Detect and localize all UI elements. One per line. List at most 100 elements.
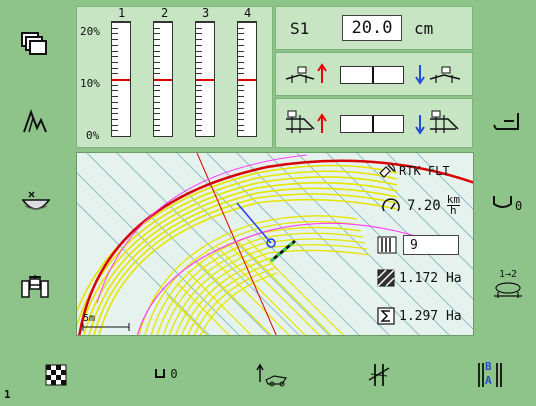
gauge-tick [196,125,202,126]
seat-backrest-icon [493,113,519,130]
gauge-tick [154,90,160,91]
field-map[interactable]: 5m RTK FLT 7.20 km h 9 [76,152,474,336]
gauge-tick [112,33,118,34]
boom-height-bar[interactable] [340,66,404,84]
tilt-lower-right-button[interactable] [414,109,464,139]
ridge-profile-button[interactable] [18,104,52,138]
gauge-tick [112,90,118,91]
section-setting-panel: S1 20.0 cm [275,6,473,50]
gauge-tick [196,102,202,103]
gauge-tick [196,68,202,69]
gauge-tick [112,51,118,52]
gauge-tick [196,130,202,131]
section-value-field[interactable]: 20.0 [342,15,402,41]
gauge-tick [112,136,130,137]
gauge-tick [112,85,118,86]
gauge-tick [238,62,244,63]
gauge-tick [238,56,244,57]
section-gauge-2[interactable] [153,21,173,137]
gauge-tick [154,33,160,34]
gauge-tick [238,130,244,131]
zero-point-button[interactable]: 0 [146,360,186,388]
guidance-crossing-button[interactable] [362,360,396,390]
zero-point-icon [155,369,166,378]
implement-lift-button[interactable] [252,360,292,390]
gauge-tick [238,85,244,86]
gauge-tick [154,119,160,120]
gauge-level-marker [196,79,214,81]
section-gauge-1[interactable] [111,21,131,137]
boom-tilt-panel [275,98,473,148]
svg-text:0: 0 [515,199,522,213]
gauge-tick [154,125,160,126]
area-total-value: 1.297 Ha [399,308,462,324]
rtk-status-text: RTK FLT [399,164,450,178]
gauge-tick [154,28,160,29]
tractor-front-icon [21,275,49,298]
gauge-axis-bottom: 0% [86,129,100,142]
gauge-tick [238,45,244,46]
ridge-profile-icon [23,109,47,133]
tractor-front-button[interactable] [18,270,52,304]
tilt-position-bar[interactable] [340,115,404,133]
gauge-tick [238,68,244,69]
swath-count-field[interactable]: 9 [403,235,459,255]
gauge-tick [112,73,118,74]
gauge-tick [238,73,244,74]
gauge-tick [112,62,118,63]
gauge-tick [154,22,172,23]
gauge-tick [196,22,214,23]
gauge-tick [238,22,256,23]
section-sequence-button[interactable]: 1→2 [490,266,526,304]
gauge-tick [112,22,130,23]
boom-lower-right-button[interactable] [414,61,464,89]
gauge-tick [238,108,244,109]
tilt-raise-left-button[interactable] [284,109,328,139]
section-gauge-4[interactable] [237,21,257,137]
satellite-icon [379,163,396,178]
gauge-tick [196,73,202,74]
sum-icon [377,307,395,325]
gauge-tick [112,108,118,109]
gauge-tick [154,39,160,40]
gauge-tick [112,113,118,114]
gauge-tick [154,102,160,103]
gauge-tick [112,96,118,97]
guidance-crossing-icon [368,364,390,386]
gauge-tick [154,51,160,52]
area-total-readout: 1.297 Ha [377,307,462,325]
speed-unit-top: km [446,193,460,206]
gauge-tick [196,113,202,114]
gauge-tick [112,130,118,131]
section-gauge-3[interactable] [195,21,215,137]
area-current-readout: 1.172 Ha [377,269,462,287]
gauge-tick [154,68,160,69]
headland-zero-button[interactable]: 0 [490,186,526,218]
grain-tank-button[interactable] [18,186,54,218]
gauge-tick [154,62,160,63]
section-label-2: 2 [161,6,169,20]
layers-button[interactable] [18,28,52,60]
implement-lift-icon [256,363,288,387]
boom-raise-left-button[interactable] [284,61,328,89]
swath-count-value: 9 [410,237,418,253]
gauge-tick [238,136,256,137]
gauge-tick [196,28,202,29]
gauge-tick [238,28,244,29]
gauge-tick [196,108,202,109]
checkered-flag-icon [45,364,67,386]
gauge-tick [154,45,160,46]
tilt-lower-right-icon [415,110,459,135]
gauge-tick [196,33,202,34]
gauge-tick [112,45,118,46]
gauge-tick [196,85,202,86]
ab-line-button[interactable]: B A [474,360,506,390]
checkered-flag-button[interactable] [42,362,70,388]
gauge-tick [154,113,160,114]
seat-backrest-button[interactable] [490,104,526,138]
gauge-axis-mid: 10% [80,77,100,90]
layers-icon [21,32,47,55]
section-label-4: 4 [244,6,252,20]
section-sequence-icon [494,282,522,298]
section-name: S1 [290,19,310,38]
